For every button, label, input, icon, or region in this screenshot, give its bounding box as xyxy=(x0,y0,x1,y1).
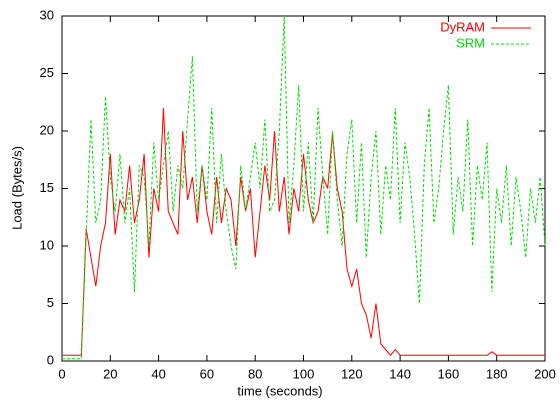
legend-label: SRM xyxy=(456,35,485,50)
y-tick-label: 20 xyxy=(40,122,54,137)
x-tick-label: 140 xyxy=(389,366,411,381)
y-axis-label: Load (Bytes/s) xyxy=(9,146,24,230)
legend-label: DyRAM xyxy=(440,19,485,34)
x-tick-label: 160 xyxy=(438,366,460,381)
x-tick-label: 120 xyxy=(341,366,363,381)
y-tick-label: 30 xyxy=(40,7,54,22)
x-tick-label: 40 xyxy=(151,366,165,381)
x-tick-label: 180 xyxy=(486,366,508,381)
data-line xyxy=(62,15,546,360)
data-line xyxy=(62,107,545,357)
y-tick-label: 0 xyxy=(47,352,54,367)
y-tick-label: 25 xyxy=(40,65,54,80)
x-tick-label: 20 xyxy=(103,366,117,381)
x-tick-label: 80 xyxy=(248,366,262,381)
x-tick-label: 60 xyxy=(200,366,214,381)
plot-frame xyxy=(61,15,546,362)
y-tick-label: 5 xyxy=(47,295,54,310)
x-axis-label: time (seconds) xyxy=(237,383,322,398)
x-tick-label: 0 xyxy=(58,366,65,381)
x-tick-label: 200 xyxy=(534,366,556,381)
x-tick-label: 100 xyxy=(293,366,315,381)
y-tick-label: 10 xyxy=(40,237,54,252)
y-tick-label: 15 xyxy=(40,180,54,195)
